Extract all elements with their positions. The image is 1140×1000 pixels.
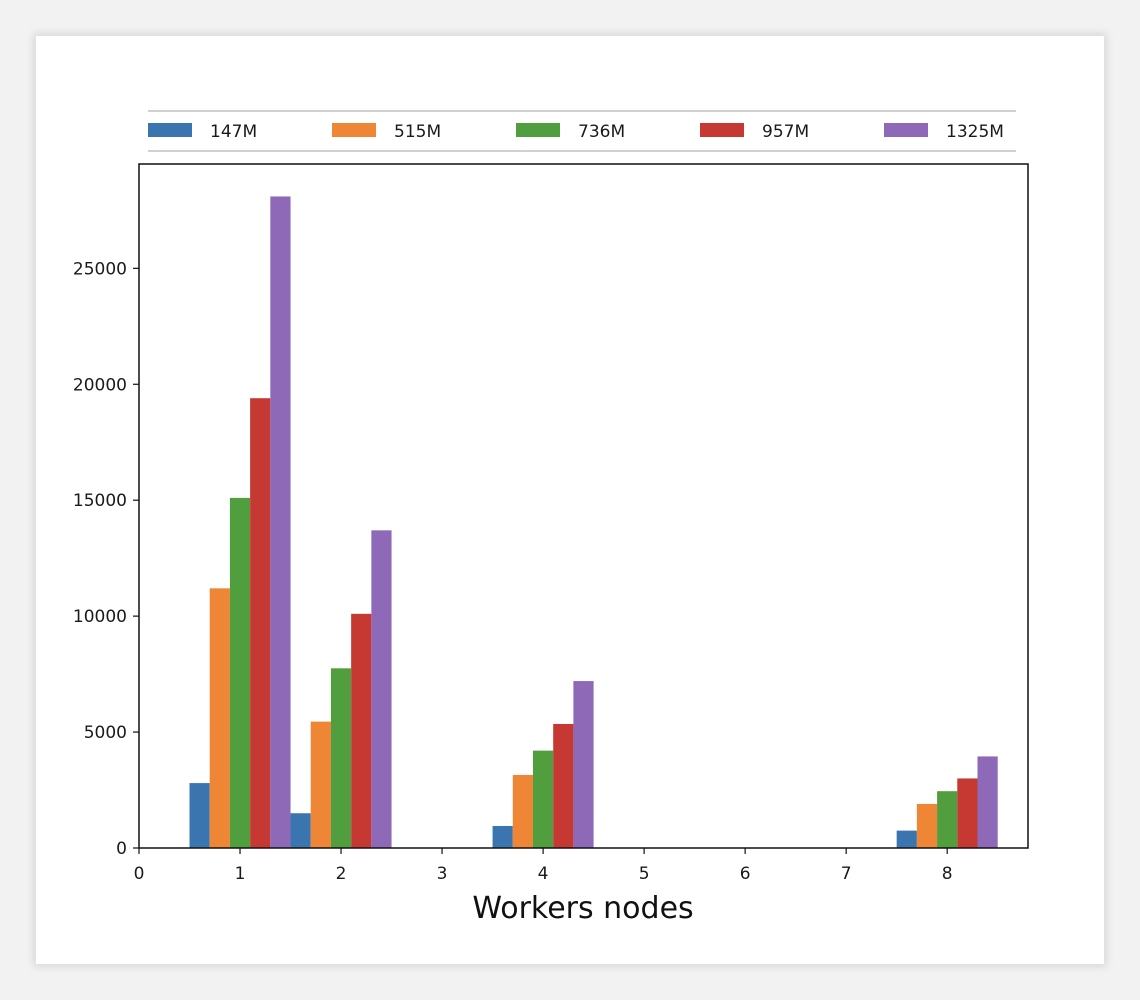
bar-147M-workers-1 (189, 783, 210, 848)
legend-swatch-515M (332, 123, 376, 137)
plot-frame (138, 163, 1029, 849)
bar-515M-workers-1 (209, 588, 230, 848)
x-tick-label: 4 (538, 864, 549, 884)
legend-swatch-1325M (884, 123, 928, 137)
legend-swatch-957M (700, 123, 744, 137)
bar-1325M-workers-1 (270, 196, 291, 849)
bar-147M-workers-4 (492, 825, 513, 848)
x-tick-label: 5 (639, 864, 650, 884)
x-tick-label: 2 (336, 864, 347, 884)
bar-147M-workers-2 (290, 813, 311, 848)
legend-swatch-147M (148, 123, 192, 137)
bar-957M-workers-4 (553, 723, 574, 848)
bar-1325M-workers-8 (977, 756, 998, 848)
x-tick-label: 7 (841, 864, 852, 884)
bar-1325M-workers-4 (573, 681, 594, 848)
x-axis-label: Workers nodes (472, 891, 693, 926)
legend-label-957M: 957M (762, 122, 809, 142)
legend-label-736M: 736M (578, 122, 625, 142)
bar-736M-workers-1 (229, 497, 251, 848)
y-tick-label: 10000 (73, 607, 127, 627)
y-axis-ticks: 0 5000 10000 15000 20000 25000 (73, 259, 139, 859)
bar-515M-workers-4 (512, 774, 533, 848)
y-tick-label: 0 (116, 839, 127, 859)
y-tick-label: 15000 (73, 491, 127, 511)
x-tick-label: 6 (740, 864, 751, 884)
bar-515M-workers-2 (310, 721, 331, 848)
bar-957M-workers-2 (351, 613, 372, 848)
bar-736M-workers-8 (937, 791, 958, 848)
bar-147M-workers-8 (896, 830, 917, 848)
x-tick-label: 1 (235, 864, 246, 884)
x-tick-label: 0 (134, 864, 145, 884)
x-tick-label: 3 (437, 864, 448, 884)
bar-736M-workers-4 (532, 750, 554, 848)
bar-957M-workers-1 (250, 398, 271, 848)
legend-label-515M: 515M (394, 122, 441, 142)
bar-515M-workers-8 (916, 803, 938, 848)
x-tick-label: 8 (942, 864, 953, 884)
bar-736M-workers-2 (330, 668, 352, 848)
x-axis-ticks: 0 1 2 3 4 5 6 7 8 (134, 848, 953, 884)
bar-957M-workers-8 (957, 778, 978, 848)
legend-label-147M: 147M (210, 122, 257, 142)
bars-layer (189, 196, 998, 849)
y-tick-label: 20000 (73, 375, 127, 395)
bar-1325M-workers-2 (371, 530, 392, 848)
y-tick-label: 25000 (73, 259, 127, 279)
legend: 147M 515M 736M 957M 1325M (148, 110, 1016, 152)
y-tick-label: 5000 (84, 723, 127, 743)
legend-swatch-736M (516, 123, 560, 137)
legend-label-1325M: 1325M (946, 122, 1004, 142)
